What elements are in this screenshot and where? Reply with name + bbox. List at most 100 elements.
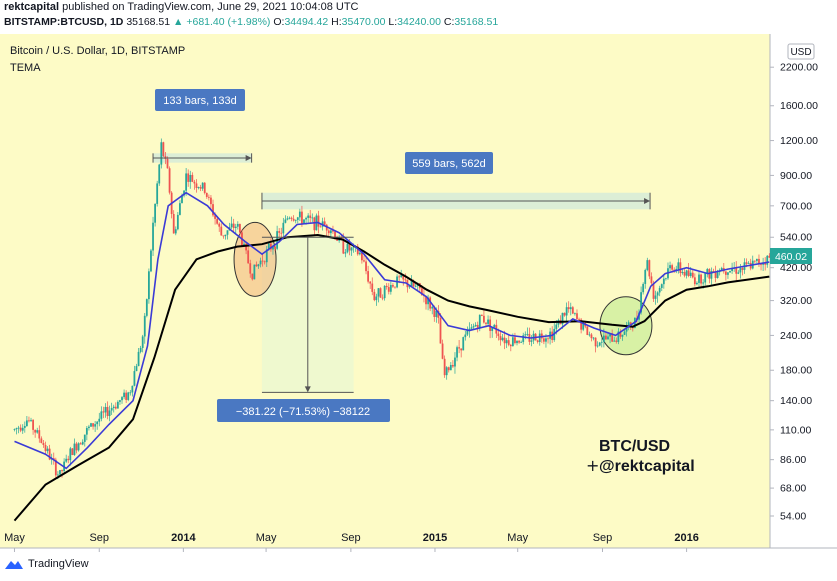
candle-body — [46, 448, 49, 452]
candle-body — [741, 268, 744, 270]
candle-body — [327, 230, 330, 234]
candle-body — [54, 459, 57, 476]
candle-body — [48, 448, 51, 460]
candle-body — [425, 296, 427, 305]
candle-body — [67, 458, 70, 461]
candle-body — [588, 334, 591, 336]
y-tick-label: 2200.00 — [780, 62, 818, 74]
candle-body — [272, 246, 274, 250]
candle-body — [238, 223, 241, 233]
candle-body — [108, 410, 111, 417]
candle-body — [596, 345, 599, 347]
candle-body — [598, 342, 601, 346]
candle-body — [69, 448, 72, 461]
measure-label-text: −381.22 (−71.53%) −38122 — [236, 406, 370, 418]
range-1-arrow-head — [245, 154, 252, 161]
candle-body — [92, 423, 94, 427]
price-axis-background — [770, 34, 837, 548]
candle-body — [505, 340, 508, 344]
candle-body — [179, 203, 181, 215]
x-tick-label: May — [4, 532, 25, 544]
candle-body — [625, 326, 628, 332]
candle-body — [381, 297, 384, 299]
candle-body — [747, 262, 750, 264]
y-tick-label: 1600.00 — [780, 100, 818, 112]
candle-body — [698, 274, 700, 283]
currency-badge[interactable]: USD — [787, 43, 815, 60]
candle-body — [582, 322, 585, 330]
candle-body — [491, 327, 494, 331]
candle-body — [114, 406, 117, 409]
candle-body — [348, 243, 351, 251]
candle-body — [536, 340, 539, 342]
candle-body — [71, 448, 74, 455]
candle-body — [143, 315, 146, 337]
candle-body — [383, 285, 386, 299]
candle-body — [88, 426, 90, 429]
candle-body — [176, 214, 179, 230]
candle-body — [147, 271, 150, 300]
candle-body — [394, 286, 396, 288]
y-tick-label: 140.00 — [780, 395, 812, 407]
candle-body — [509, 344, 512, 347]
tradingview-logo-icon[interactable] — [4, 558, 24, 570]
candle-body — [278, 231, 281, 233]
candle-body — [210, 197, 212, 205]
range-label-2: 559 bars, 562d — [405, 152, 493, 174]
price-value: 35168.51 — [126, 16, 171, 28]
candle-body — [156, 183, 159, 204]
candle-body — [30, 419, 32, 421]
candle-body — [677, 262, 680, 269]
candle-body — [414, 285, 417, 287]
candle-body — [218, 223, 221, 227]
candle-body — [356, 246, 359, 255]
candle-body — [702, 282, 705, 284]
candle-body — [586, 326, 589, 335]
low-label: L: — [388, 16, 398, 28]
candle-body — [739, 268, 742, 273]
candle-body — [319, 226, 322, 228]
candle-body — [706, 269, 709, 274]
candle-body — [644, 269, 647, 284]
candle-body — [112, 406, 115, 409]
candle-body — [129, 392, 132, 394]
candle-body — [344, 252, 347, 254]
candle-body — [408, 286, 411, 288]
candle-body — [542, 338, 545, 342]
candle-body — [94, 424, 97, 427]
candle-body — [441, 343, 444, 359]
candle-body — [720, 268, 723, 272]
range-label-1: 133 bars, 133d — [155, 89, 245, 111]
candle-body — [61, 470, 63, 472]
candle-body — [468, 328, 471, 331]
candle-body — [538, 333, 541, 342]
candle-body — [203, 182, 206, 193]
current-price-tag: 460.02 — [770, 248, 812, 264]
candle-body — [232, 223, 235, 228]
candle-body — [654, 295, 657, 299]
x-tick-label: Sep — [341, 532, 361, 544]
candle-body — [216, 218, 219, 224]
candle-body — [590, 334, 593, 339]
candle-body — [420, 288, 423, 296]
candle-body — [166, 158, 169, 169]
candle-body — [631, 327, 634, 329]
candle-body — [294, 219, 297, 221]
candle-body — [476, 324, 479, 328]
candle-body — [57, 474, 59, 476]
candle-body — [574, 313, 576, 315]
candle-body — [458, 347, 461, 349]
candle-body — [489, 319, 492, 331]
candle-body — [514, 337, 516, 344]
candle-body — [365, 261, 367, 272]
candle-body — [85, 428, 88, 435]
candle-body — [197, 187, 200, 188]
high-label: H: — [331, 16, 342, 28]
candle-body — [640, 292, 642, 313]
candle-body — [617, 331, 620, 342]
ohlc-line: BITSTAMP:BTCUSD, 1D 35168.51 ▲ +681.40 (… — [4, 16, 498, 28]
measure-label: −381.22 (−71.53%) −38122 — [217, 399, 390, 422]
publisher-name[interactable]: rektcapital — [4, 1, 60, 13]
footer-brand[interactable]: TradingView — [28, 558, 89, 570]
